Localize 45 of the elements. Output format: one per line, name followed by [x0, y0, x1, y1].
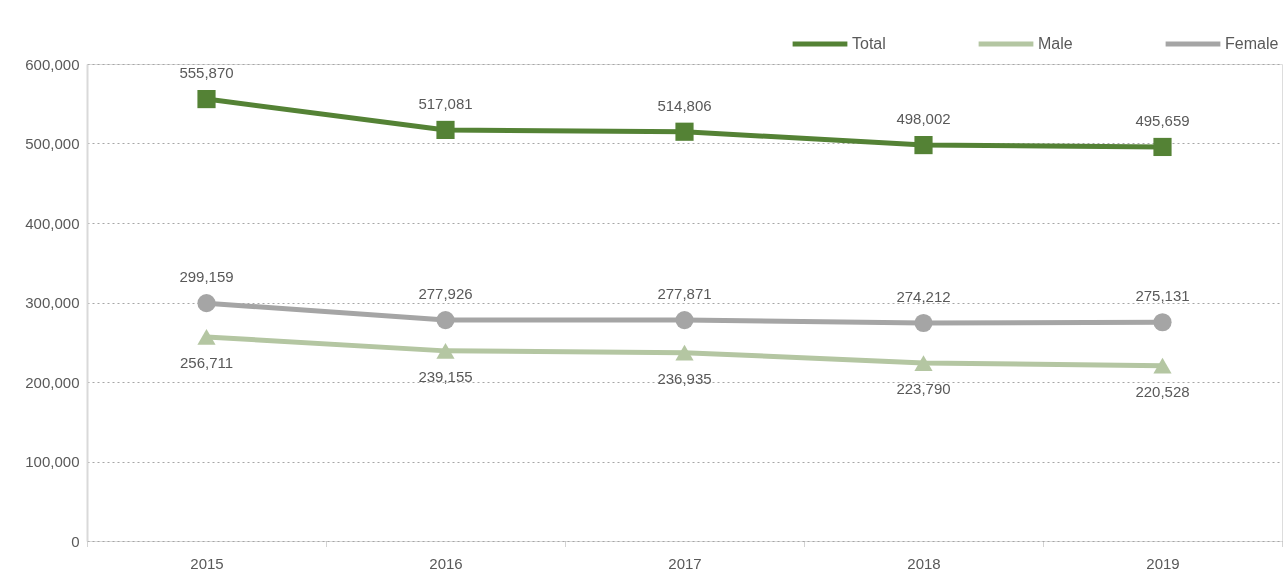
- data-label: 277,926: [418, 285, 473, 303]
- point: [675, 122, 694, 141]
- point: [1153, 137, 1172, 157]
- data-label: 220,528: [1135, 382, 1190, 400]
- x-tick-label: 2017: [668, 554, 702, 572]
- legend-label: Total: [852, 35, 886, 52]
- point: [197, 90, 216, 109]
- data-label: 498,002: [896, 110, 951, 128]
- y-tick-label: 200,000: [25, 373, 80, 391]
- y-tick-label: 100,000: [25, 453, 80, 470]
- x-tick-label: 2015: [190, 554, 224, 572]
- data-label: 517,081: [418, 94, 473, 112]
- data-label: 236,935: [657, 369, 712, 387]
- data-label: 555,870: [179, 64, 234, 82]
- point: [436, 120, 455, 139]
- point: [1153, 313, 1172, 332]
- point: [1153, 357, 1172, 374]
- x-tick-label: 2019: [1146, 554, 1180, 572]
- data-label: 239,155: [418, 367, 473, 385]
- data-label: 277,871: [657, 285, 712, 303]
- point: [197, 294, 216, 313]
- data-label: 495,659: [1135, 111, 1190, 129]
- point: [436, 343, 455, 359]
- data-label: 514,806: [657, 96, 712, 114]
- data-label: 256,711: [179, 353, 234, 371]
- y-tick-label: 500,000: [25, 135, 80, 152]
- y-tick-label: 0: [71, 532, 80, 550]
- y-tick-label: 600,000: [25, 55, 80, 73]
- x-tick-label: 2018: [907, 554, 941, 572]
- y-tick-label: 400,000: [25, 214, 80, 232]
- legend-label: Female: [1225, 35, 1279, 52]
- point: [675, 311, 694, 330]
- point: [914, 136, 933, 155]
- legend-label: Male: [1038, 35, 1073, 52]
- point: [914, 313, 933, 333]
- y-tick-label: 300,000: [25, 294, 80, 311]
- data-label: 223,790: [896, 380, 951, 398]
- point: [197, 329, 216, 345]
- x-tick-label: 2016: [429, 554, 463, 572]
- point: [675, 344, 694, 361]
- point: [914, 355, 933, 371]
- data-label: 274,212: [896, 288, 951, 305]
- data-label: 299,159: [179, 268, 234, 286]
- point: [436, 310, 455, 330]
- data-label: 275,131: [1135, 287, 1190, 305]
